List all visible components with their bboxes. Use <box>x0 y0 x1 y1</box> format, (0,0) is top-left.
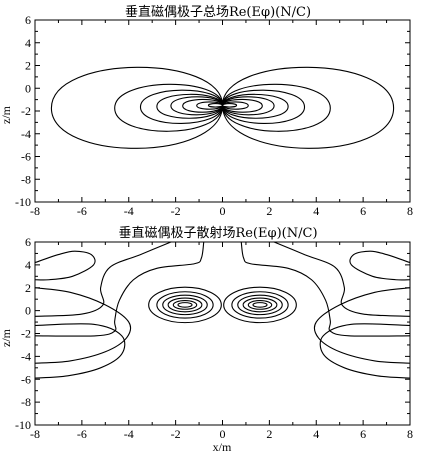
bottom-ring-7 <box>231 291 289 319</box>
bottom-ring-1 <box>156 291 214 319</box>
top-x-tick-label: -4 <box>124 204 134 218</box>
bottom-y-tick-label: 4 <box>25 258 31 272</box>
top-y-tick-label: -2 <box>21 104 31 118</box>
bottom-x-tick-label: 8 <box>407 427 413 441</box>
top-contours <box>50 66 395 149</box>
top-y-axis-label: z/m <box>0 105 13 124</box>
bottom-y-tick-label: -10 <box>15 418 31 432</box>
bottom-plot-frame <box>34 241 411 426</box>
bottom-y-tick-label: 0 <box>25 304 31 318</box>
bottom-contour-left-bottom <box>34 323 126 379</box>
bottom-ring-3 <box>167 297 203 313</box>
bottom-x-axis-label: x/m <box>213 440 232 454</box>
bottom-contour-right-top-lobe <box>349 250 411 281</box>
top-x-tick-label: 2 <box>266 204 272 218</box>
top-contour-left-6 <box>196 101 224 110</box>
bottom-x-tick-label: 6 <box>360 427 366 441</box>
bottom-contour-left-outer-band <box>34 287 132 364</box>
top-x-tick-label: -2 <box>171 204 181 218</box>
bottom-y-axis-label: z/m <box>0 328 13 347</box>
bottom-x-tick-label: 4 <box>313 427 319 441</box>
top-contour-right-14 <box>221 101 249 110</box>
bottom-contour-right-arch <box>240 241 411 337</box>
top-contour-right-15 <box>221 103 238 108</box>
bottom-ring-11 <box>252 302 268 308</box>
top-y-tick-label: 2 <box>25 59 31 73</box>
bottom-ring-9 <box>242 297 278 313</box>
top-contour-left-3 <box>156 93 224 119</box>
bottom-x-tick-label: -4 <box>124 427 134 441</box>
top-y-tick-label: -8 <box>21 172 31 186</box>
top-y-tick-label: 0 <box>25 81 31 95</box>
top-contour-left-1 <box>114 83 224 132</box>
bottom-ring-5 <box>177 302 193 308</box>
bottom-y-tick-label: 2 <box>25 281 31 295</box>
bottom-x-tick-label: 0 <box>220 427 226 441</box>
top-contour-right-8 <box>221 66 395 149</box>
bottom-contour-left-top-lobe <box>34 250 96 281</box>
bottom-ring-10 <box>247 300 273 310</box>
bottom-contour-right-mid <box>273 241 411 317</box>
bottom-x-tick-label: -8 <box>30 427 40 441</box>
top-y-tick-label: -6 <box>21 150 31 164</box>
top-contour-left-5 <box>182 98 224 113</box>
bottom-ring-2 <box>162 294 208 316</box>
top-contour-right-9 <box>221 83 331 132</box>
top-contour-left-7 <box>207 103 224 108</box>
top-contour-right-11 <box>221 93 289 119</box>
top-x-tick-label: 0 <box>220 204 226 218</box>
top-contour-left-2 <box>139 89 224 124</box>
top-x-tick-label: 4 <box>313 204 319 218</box>
bottom-y-tick-label: -4 <box>21 349 31 363</box>
bottom-x-tick-label: -6 <box>77 427 87 441</box>
bottom-y-tick-label: -6 <box>21 372 31 386</box>
top-y-tick-label: 6 <box>25 13 31 27</box>
top-contour-right-13 <box>221 98 263 113</box>
top-panel: 垂直磁偶极子总场Re(Eφ)(N/C) -8 -6 -4 -2 0 2 4 6 8 6 4 2 0 -2 -… <box>0 5 413 218</box>
bottom-ring-8 <box>237 294 283 316</box>
bottom-chart-title: 垂直磁偶极子散射场Re(Eφ)(N/C) <box>118 225 317 241</box>
bottom-ring-0 <box>148 286 222 324</box>
top-y-tick-label: -10 <box>15 195 31 209</box>
bottom-y-tick-label: -8 <box>21 395 31 409</box>
top-chart-title: 垂直磁偶极子总场Re(Eφ)(N/C) <box>125 5 311 20</box>
top-y-tick-label: 4 <box>25 36 31 50</box>
top-x-tick-label: 8 <box>407 204 413 218</box>
bottom-panel: 垂直磁偶极子散射场Re(Eφ)(N/C) -8 -6 -4 -2 0 2 4 6 8 6 4 2 0 -2… <box>0 225 413 454</box>
top-contour-right-10 <box>221 89 306 124</box>
bottom-ring-6 <box>223 286 297 324</box>
bottom-contour-right-outer-band <box>313 287 411 364</box>
top-x-tick-label: -8 <box>30 204 40 218</box>
bottom-contours <box>34 241 411 379</box>
bottom-x-tick-label: 2 <box>266 427 272 441</box>
top-x-tick-label: 6 <box>360 204 366 218</box>
top-plot-frame <box>34 19 411 203</box>
top-x-tick-label: -6 <box>77 204 87 218</box>
top-y-tick-label: -4 <box>21 127 31 141</box>
bottom-x-tick-label: -2 <box>171 427 181 441</box>
bottom-ring-4 <box>172 300 198 310</box>
top-contour-right-12 <box>221 96 275 116</box>
bottom-contour-right-bottom <box>319 323 411 379</box>
bottom-contour-left-arch <box>34 241 205 337</box>
top-contour-left-4 <box>170 96 224 116</box>
bottom-y-tick-label: 6 <box>25 235 31 249</box>
bottom-y-tick-label: -2 <box>21 327 31 341</box>
bottom-contour-left-mid <box>34 241 172 317</box>
top-contour-left-0 <box>50 66 224 149</box>
